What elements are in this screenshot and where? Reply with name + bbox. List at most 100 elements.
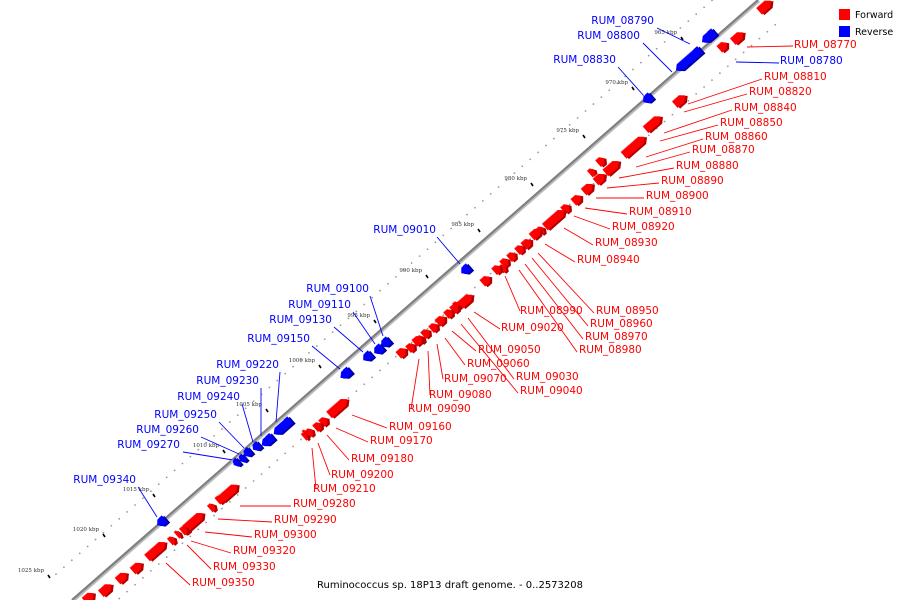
minor-dot [608,89,611,92]
gene-label-rum-08970[interactable]: RUM_08970 [585,331,648,343]
leader-rum-09330 [186,544,212,570]
gene-label-rum-09050[interactable]: RUM_09050 [478,344,541,356]
gene-block [166,535,178,546]
gene-label-rum-08810[interactable]: RUM_08810 [764,71,827,83]
gene-label-rum-09030[interactable]: RUM_09030 [516,371,579,383]
gene-label-rum-09240[interactable]: RUM_09240 [177,391,240,403]
gene-label-rum-09070[interactable]: RUM_09070 [444,373,507,385]
minor-dot [371,296,374,299]
minor-dot [78,552,81,555]
minor-dot [363,303,366,306]
minor-dot [655,47,658,50]
leader-rum-09040 [460,323,519,394]
gene-label-rum-09040[interactable]: RUM_09040 [520,385,583,397]
gene-label-rum-09330[interactable]: RUM_09330 [213,561,276,573]
gene-label-rum-09250[interactable]: RUM_09250 [154,409,217,421]
minor-dot [86,545,89,548]
gene-label-rum-08920[interactable]: RUM_08920 [612,221,675,233]
leader-rum-08960 [531,257,589,327]
minor-dot [236,493,239,496]
gene-label-rum-08960[interactable]: RUM_08960 [590,318,653,330]
minor-dot [142,576,144,579]
gene-label-rum-09200[interactable]: RUM_09200 [331,469,394,481]
gene-label-rum-09160[interactable]: RUM_09160 [389,421,452,433]
gene-label-rum-08850[interactable]: RUM_08850 [720,117,783,129]
gene-label-rum-08870[interactable]: RUM_08870 [692,144,755,156]
gene-label-rum-08950[interactable]: RUM_08950 [596,305,659,317]
gene-label-rum-09220[interactable]: RUM_09220 [216,359,279,371]
major-tick [477,228,481,233]
gene-label-rum-08890[interactable]: RUM_08890 [661,175,724,187]
gene-label-rum-09020[interactable]: RUM_09020 [501,322,564,334]
major-tick [47,574,51,579]
gene-label-rum-08940[interactable]: RUM_08940 [577,254,640,266]
gene-label-rum-08990[interactable]: RUM_08990 [520,305,583,317]
gene-label-rum-09260[interactable]: RUM_09260 [136,424,199,436]
gene-label-rum-09300[interactable]: RUM_09300 [254,529,317,541]
gene-label-rum-08880[interactable]: RUM_08880 [676,160,739,172]
gene-label-rum-09180[interactable]: RUM_09180 [351,453,414,465]
gene-label-rum-08830[interactable]: RUM_08830 [553,54,616,66]
minor-dot [276,459,279,462]
minor-dot [442,314,445,317]
minor-dot [703,6,705,9]
minor-dot [489,193,492,195]
gene-rum-08810 [671,94,688,109]
gene-label-rum-09290[interactable]: RUM_09290 [274,514,337,526]
minor-dot [600,96,603,99]
gene-label-rum-09280[interactable]: RUM_09280 [293,498,356,510]
gene-label-rum-09230[interactable]: RUM_09230 [196,375,259,387]
minor-dot [308,352,310,354]
gene-label-rum-09210[interactable]: RUM_09210 [313,483,376,495]
gene-label-rum-08930[interactable]: RUM_08930 [595,237,658,249]
gene-label-rum-09350[interactable]: RUM_09350 [192,577,255,589]
gene-label-rum-08910[interactable]: RUM_08910 [629,206,692,218]
gene-rum-09160 [325,398,350,419]
gene-rum-08990 [490,264,504,276]
gene-label-rum-09270[interactable]: RUM_09270 [117,439,180,451]
leader-rum-08980 [518,269,578,353]
major-tick [152,493,156,498]
gene-label-rum-08820[interactable]: RUM_08820 [749,86,812,98]
minor-dot [774,23,777,26]
gene-label-rum-09010[interactable]: RUM_09010 [373,224,436,236]
gene-label-rum-08860[interactable]: RUM_08860 [705,131,768,143]
gene-label-rum-08770[interactable]: RUM_08770 [794,39,857,51]
minor-dot [126,511,129,513]
gene-rum-09240 [249,440,265,452]
gene-label-rum-09150[interactable]: RUM_09150 [247,333,310,345]
leader-rum-08790 [656,27,691,45]
gene-rum-09110 [370,343,388,355]
gene-label-rum-09170[interactable]: RUM_09170 [370,435,433,447]
gene-rum-09170 [317,416,331,428]
gene-label-rum-09320[interactable]: RUM_09320 [233,545,296,557]
gene-label-rum-09060[interactable]: RUM_09060 [467,358,530,370]
minor-dot [473,206,476,209]
leader-rum-08990 [504,275,521,312]
gene-label-rum-09090[interactable]: RUM_09090 [408,403,471,415]
gene-block [755,0,774,16]
gene-label-rum-09080[interactable]: RUM_09080 [429,389,492,401]
gene-label-rum-09340[interactable]: RUM_09340 [73,474,136,486]
minor-dot [173,549,176,552]
minor-dot [181,542,184,545]
gene-rum-09060 [427,322,441,334]
genome-backbone [71,0,760,600]
gene-label-rum-08780[interactable]: RUM_08780 [780,55,843,67]
gene-rum-08970 [505,251,519,263]
gene-label-rum-08900[interactable]: RUM_08900 [646,190,709,202]
minor-dot [387,282,389,285]
leader-rum-08930 [563,227,594,246]
leader-rum-09030 [467,317,515,380]
gene-label-rum-09110[interactable]: RUM_09110 [288,299,351,311]
minor-dot [394,355,397,358]
minor-dot [300,358,302,361]
gene-label-rum-08840[interactable]: RUM_08840 [734,102,797,114]
gene-label-rum-08790[interactable]: RUM_08790 [591,15,654,27]
gene-label-rum-09130[interactable]: RUM_09130 [269,314,332,326]
minor-dot [331,331,334,334]
gene-label-rum-09100[interactable]: RUM_09100 [306,283,369,295]
gene-rum-08980 [498,257,512,269]
gene-label-rum-08980[interactable]: RUM_08980 [579,344,642,356]
gene-label-rum-08800[interactable]: RUM_08800 [577,30,640,42]
